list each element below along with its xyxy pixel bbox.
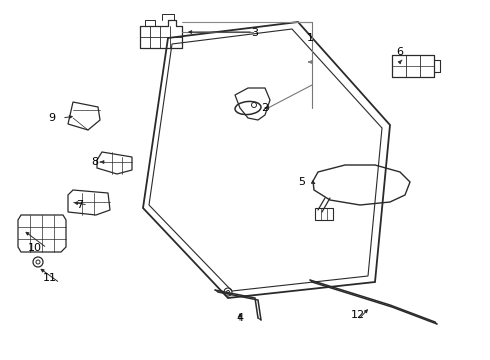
Text: 9: 9 xyxy=(49,113,55,123)
Text: 8: 8 xyxy=(92,157,98,167)
Text: 10: 10 xyxy=(28,243,42,253)
Text: 3: 3 xyxy=(251,28,259,38)
Text: 5: 5 xyxy=(298,177,305,187)
Text: 4: 4 xyxy=(237,313,244,323)
Text: 1: 1 xyxy=(307,33,314,43)
Text: 11: 11 xyxy=(43,273,57,283)
Text: 2: 2 xyxy=(262,103,269,113)
Text: 7: 7 xyxy=(76,200,84,210)
Text: 6: 6 xyxy=(396,47,403,57)
Text: 12: 12 xyxy=(351,310,365,320)
